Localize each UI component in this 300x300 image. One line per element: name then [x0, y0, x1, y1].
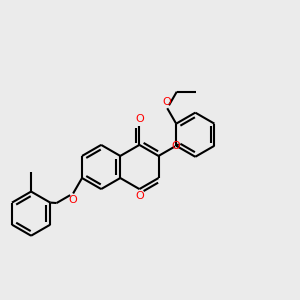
- Text: O: O: [135, 191, 144, 201]
- Text: O: O: [68, 195, 76, 205]
- Text: O: O: [162, 97, 171, 106]
- Text: O: O: [172, 140, 180, 151]
- Text: O: O: [135, 114, 144, 124]
